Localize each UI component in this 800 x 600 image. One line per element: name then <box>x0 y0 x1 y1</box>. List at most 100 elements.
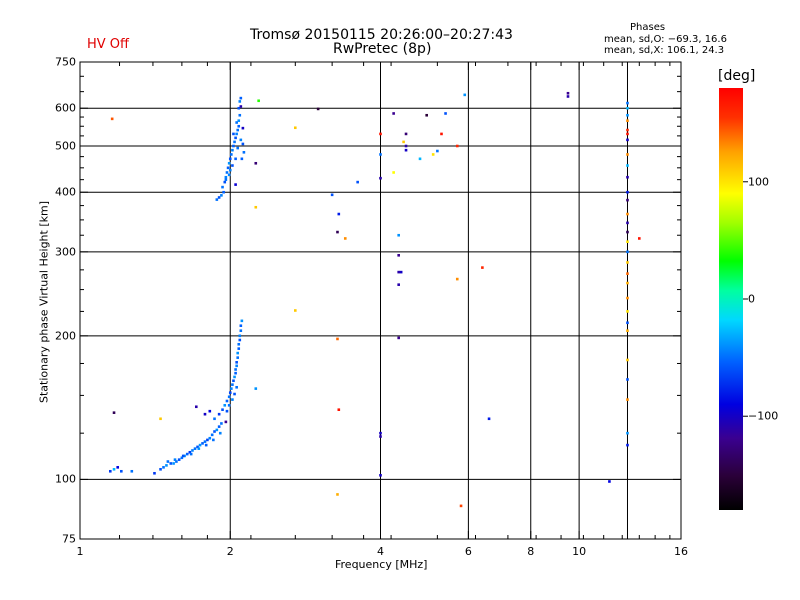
data-point <box>626 153 629 156</box>
data-point <box>230 387 233 390</box>
data-point <box>392 171 395 174</box>
data-point <box>208 409 212 413</box>
data-point <box>254 161 258 165</box>
data-point <box>227 173 231 177</box>
data-point <box>626 250 629 254</box>
data-point <box>116 466 120 469</box>
data-point <box>218 431 222 435</box>
data-point <box>238 338 242 342</box>
data-point <box>343 237 347 240</box>
data-point <box>198 443 202 447</box>
data-point <box>626 212 629 216</box>
chart-title: Tromsø 20150115 20:26:00–20:27:43 <box>250 27 513 43</box>
data-point <box>566 95 570 98</box>
data-point <box>193 447 197 450</box>
data-point <box>220 194 223 197</box>
data-point <box>397 253 400 257</box>
data-point <box>196 445 199 449</box>
data-point <box>203 412 207 416</box>
data-point <box>638 237 641 240</box>
data-point <box>481 266 484 269</box>
data-point <box>175 460 178 463</box>
data-point <box>231 164 234 167</box>
data-point <box>224 420 228 424</box>
data-point <box>330 193 334 197</box>
data-point <box>239 105 243 108</box>
data-point <box>626 296 629 300</box>
data-point <box>241 126 245 130</box>
data-point <box>217 196 221 199</box>
data-point <box>402 140 405 144</box>
data-point <box>203 440 207 443</box>
data-point <box>130 469 134 473</box>
data-point <box>626 443 629 447</box>
data-point <box>232 379 235 383</box>
data-point <box>110 117 114 121</box>
data-point <box>112 411 116 414</box>
data-point <box>162 466 165 469</box>
data-point <box>356 180 359 184</box>
y-tick-label: 750 <box>55 55 76 69</box>
data-point <box>254 387 258 390</box>
data-point <box>166 460 170 463</box>
data-point <box>418 157 422 161</box>
data-point <box>225 171 229 174</box>
data-point <box>181 454 185 458</box>
x-axis-label: Frequency [MHz] <box>335 558 428 571</box>
data-point <box>173 458 177 461</box>
data-point <box>188 450 192 454</box>
phases-heading: Phases <box>630 22 666 33</box>
data-point <box>397 283 400 286</box>
data-point <box>242 151 246 154</box>
data-point <box>626 321 629 325</box>
data-point <box>455 144 459 148</box>
data-point <box>238 334 242 338</box>
data-point <box>626 378 629 381</box>
data-point <box>379 474 382 477</box>
data-point <box>215 428 219 432</box>
data-point <box>379 431 382 435</box>
data-point <box>626 190 629 194</box>
data-point <box>231 383 234 386</box>
data-point <box>455 277 459 281</box>
data-point <box>235 364 238 368</box>
data-point <box>566 91 570 95</box>
data-point <box>239 96 243 100</box>
data-point <box>169 462 173 465</box>
data-point <box>231 398 234 401</box>
data-point <box>225 399 229 403</box>
x-tick-label: 4 <box>377 545 384 558</box>
data-point <box>239 329 243 332</box>
data-point <box>183 454 186 458</box>
data-point <box>237 124 241 128</box>
colorbar <box>719 88 743 510</box>
data-point <box>404 144 408 148</box>
data-point <box>336 493 339 496</box>
y-tick-label: 100 <box>55 472 76 486</box>
data-point <box>236 356 240 359</box>
colorbar-label: [deg] <box>718 68 756 84</box>
data-point <box>336 230 339 234</box>
data-point <box>189 452 193 456</box>
data-point <box>236 146 240 150</box>
data-point <box>240 319 244 323</box>
data-point <box>404 148 408 152</box>
data-point <box>235 132 238 136</box>
data-point <box>626 106 629 110</box>
data-point <box>228 391 232 394</box>
x-tick-label: 10 <box>572 545 587 558</box>
data-point <box>213 430 216 433</box>
data-point <box>185 452 189 456</box>
data-point <box>239 138 243 142</box>
colorbar-tick-label: −100 <box>748 409 779 423</box>
data-point <box>379 176 382 180</box>
data-point <box>221 408 224 412</box>
data-point <box>626 272 629 275</box>
data-point <box>431 153 435 156</box>
data-point <box>444 112 447 115</box>
data-point <box>231 148 234 152</box>
data-point <box>397 270 400 274</box>
colorbar-tick-label: 0 <box>748 292 755 306</box>
data-point <box>626 198 629 202</box>
